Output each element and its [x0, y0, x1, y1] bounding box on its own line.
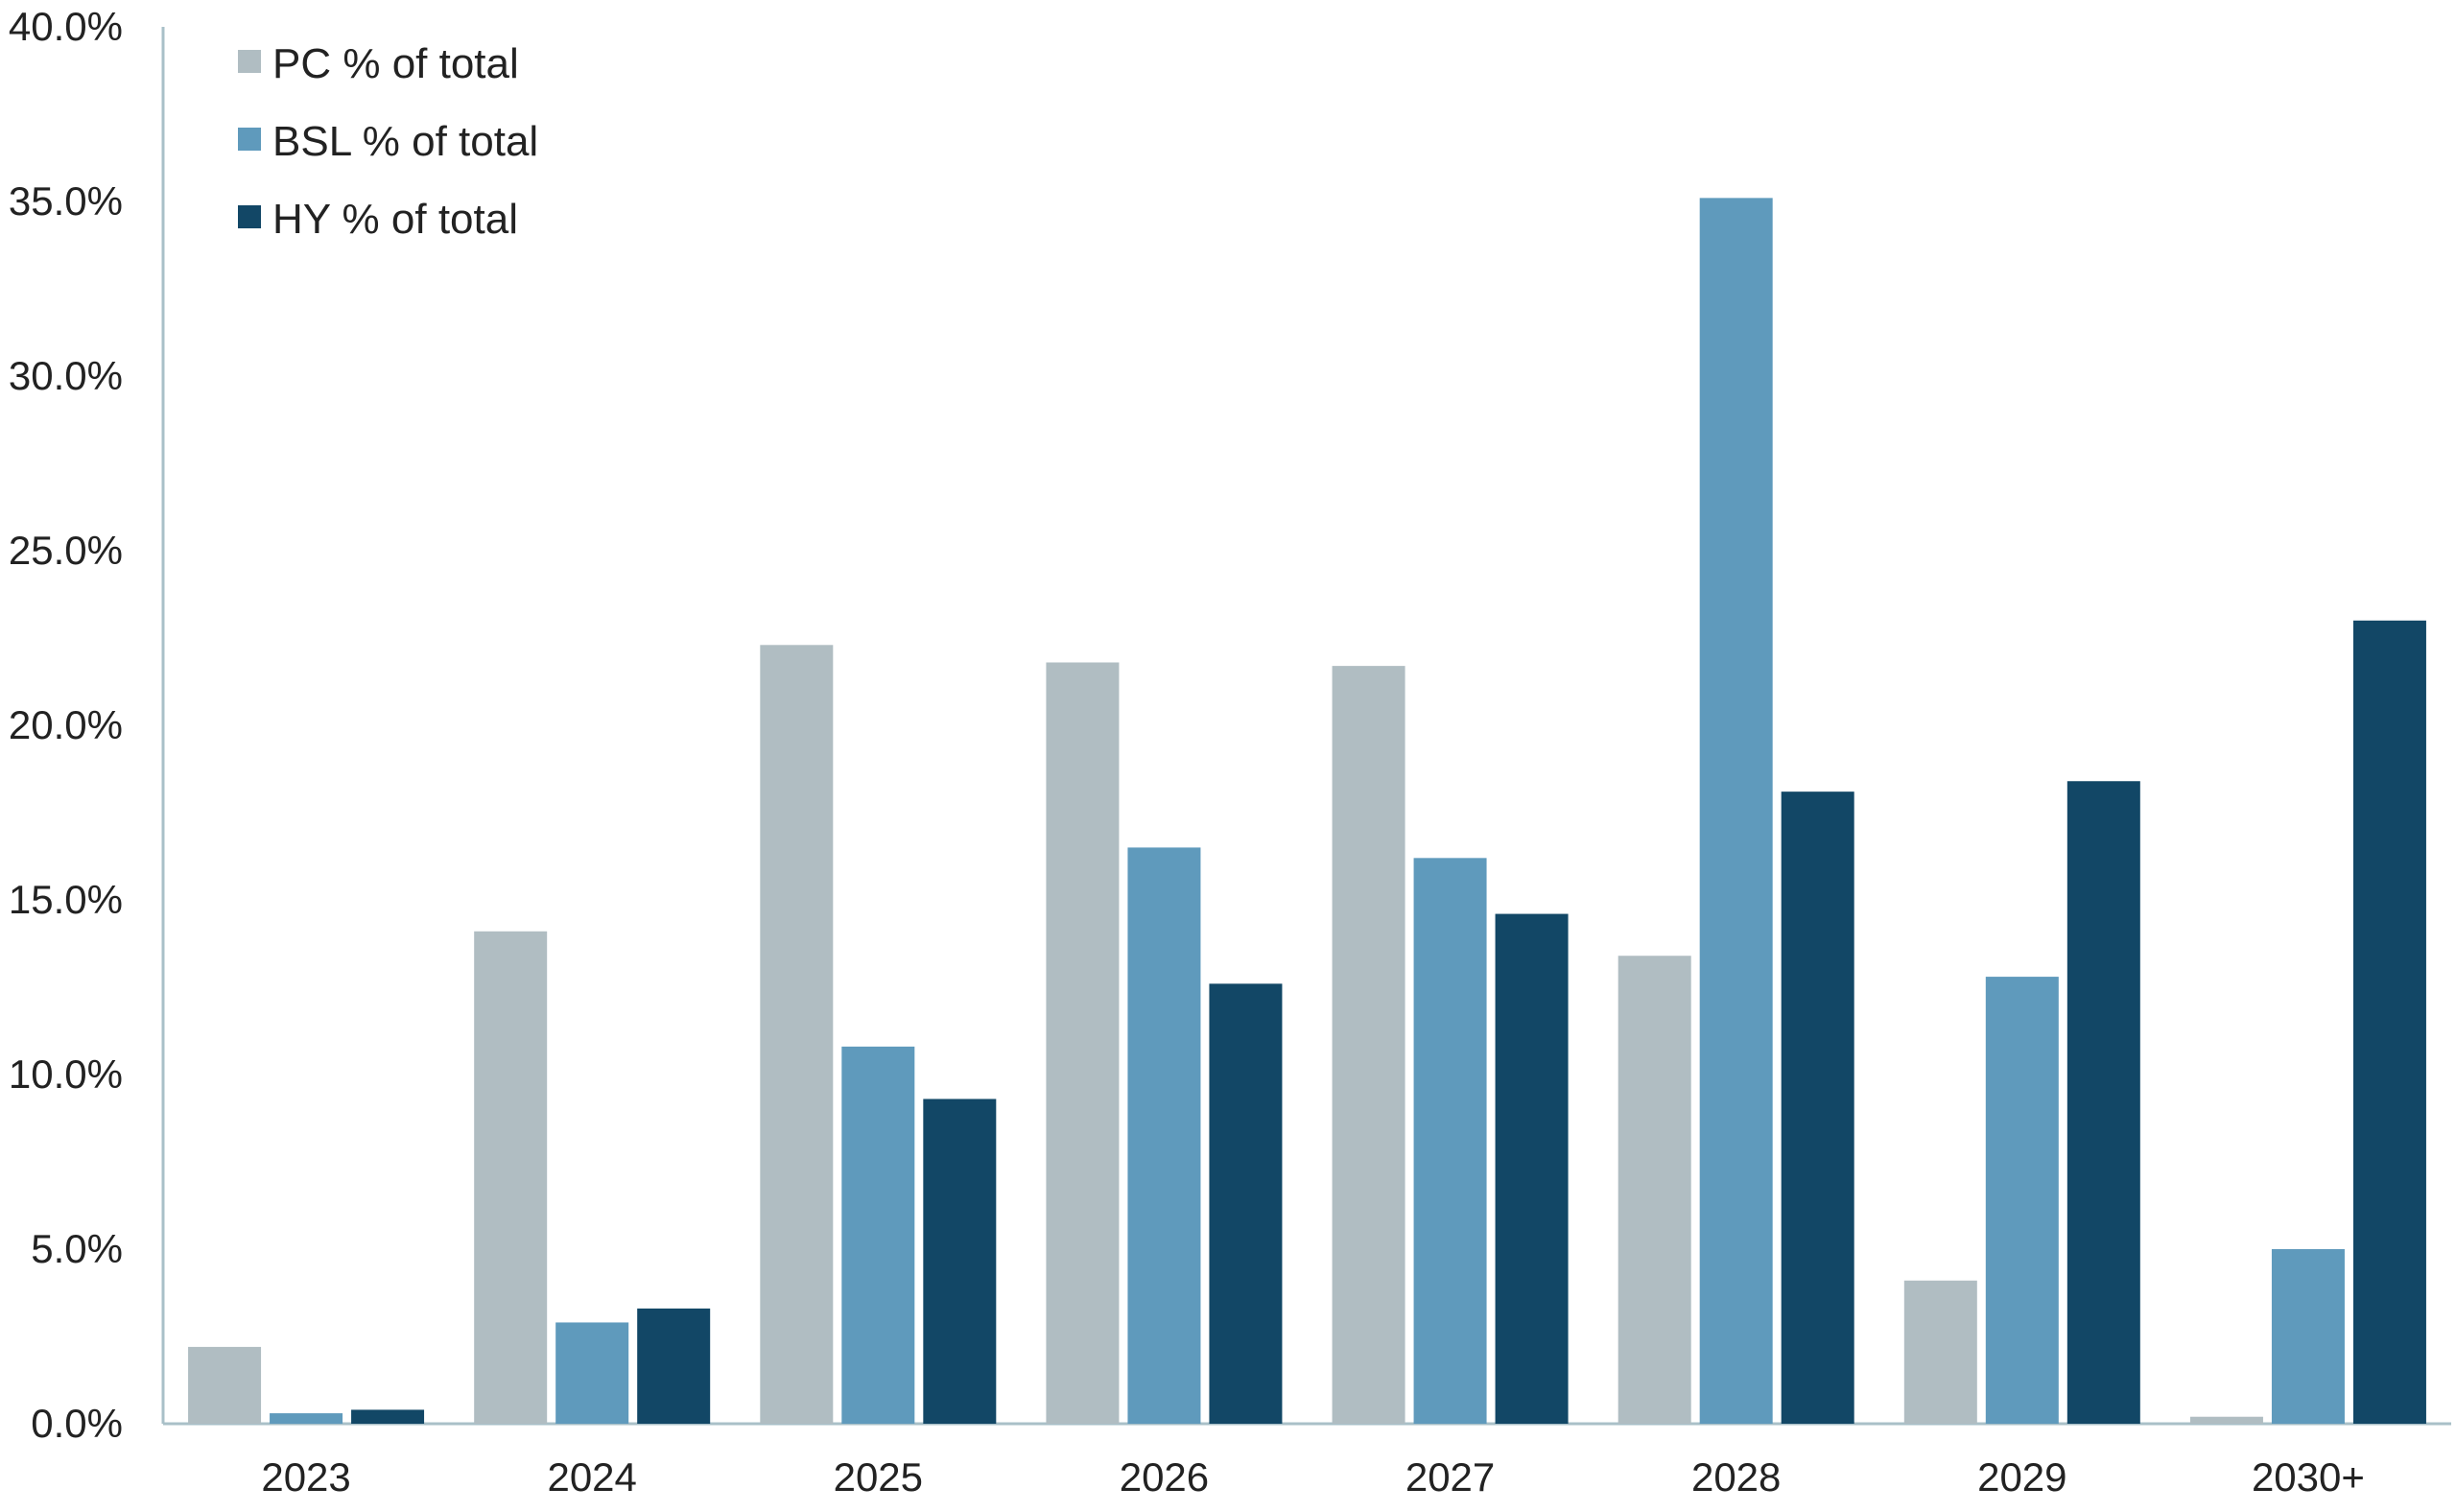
y-tick-label: 10.0%: [9, 1051, 123, 1097]
y-tick-label: 40.0%: [9, 4, 123, 49]
legend-swatch: [238, 50, 261, 73]
y-tick-label: 15.0%: [9, 877, 123, 922]
bar-bsl-2026: [1127, 847, 1201, 1424]
y-axis-tick-labels: 0.0% 5.0% 10.0% 15.0% 20.0% 25.0% 30.0% 35.0% 40…: [9, 4, 123, 1446]
x-tick-label: 2024: [547, 1454, 636, 1500]
bar-pc-2023: [188, 1346, 262, 1424]
legend-swatch: [238, 128, 261, 151]
bar-pc-2024: [474, 931, 548, 1424]
bar-hy-2025: [923, 1099, 997, 1424]
bar-bsl-2024: [555, 1322, 629, 1424]
bar-hy-2029: [2066, 781, 2140, 1424]
x-tick-label: 2026: [1120, 1454, 1209, 1500]
bar-hy-2026: [1209, 983, 1283, 1424]
y-tick-label: 5.0%: [31, 1226, 123, 1271]
x-tick-label: 2028: [1691, 1454, 1781, 1500]
bar-bsl-2028: [1699, 198, 1773, 1425]
bar-bsl-2027: [1413, 858, 1487, 1424]
bar-pc-2030plus: [2189, 1416, 2263, 1424]
legend: PC % of total BSL % of total HY % of total: [238, 40, 538, 243]
x-tick-label: 2030+: [2252, 1454, 2365, 1500]
y-tick-label: 20.0%: [9, 702, 123, 747]
x-axis-tick-labels: 2023 2024 2025 2026 2027 2028 2029 2030+: [261, 1454, 2365, 1500]
bar-pc-2025: [760, 645, 834, 1424]
bar-bsl-2030plus: [2271, 1249, 2345, 1424]
x-tick-label: 2029: [1977, 1454, 2066, 1500]
legend-label: BSL % of total: [272, 118, 538, 165]
bar-hy-2030plus: [2352, 620, 2426, 1424]
x-tick-label: 2025: [834, 1454, 923, 1500]
bar-hy-2023: [351, 1409, 425, 1424]
bar-hy-2027: [1495, 913, 1569, 1424]
legend-label: HY % of total: [272, 196, 518, 243]
bar-bsl-2025: [841, 1046, 915, 1424]
legend-swatch: [238, 205, 261, 228]
x-tick-label: 2023: [261, 1454, 350, 1500]
y-tick-label: 30.0%: [9, 353, 123, 398]
y-tick-label: 35.0%: [9, 178, 123, 224]
bar-bsl-2029: [1985, 977, 2059, 1424]
bar-pc-2028: [1618, 956, 1691, 1424]
bar-pc-2026: [1046, 662, 1120, 1424]
legend-label: PC % of total: [272, 40, 519, 87]
bar-hy-2028: [1781, 791, 1854, 1424]
y-tick-label: 0.0%: [31, 1401, 123, 1446]
bar-pc-2029: [1903, 1280, 1977, 1424]
y-tick-label: 25.0%: [9, 528, 123, 573]
bars: [188, 198, 2426, 1425]
bar-pc-2027: [1332, 666, 1405, 1424]
x-tick-label: 2027: [1405, 1454, 1495, 1500]
bar-bsl-2023: [270, 1413, 343, 1424]
bar-hy-2024: [637, 1308, 711, 1424]
